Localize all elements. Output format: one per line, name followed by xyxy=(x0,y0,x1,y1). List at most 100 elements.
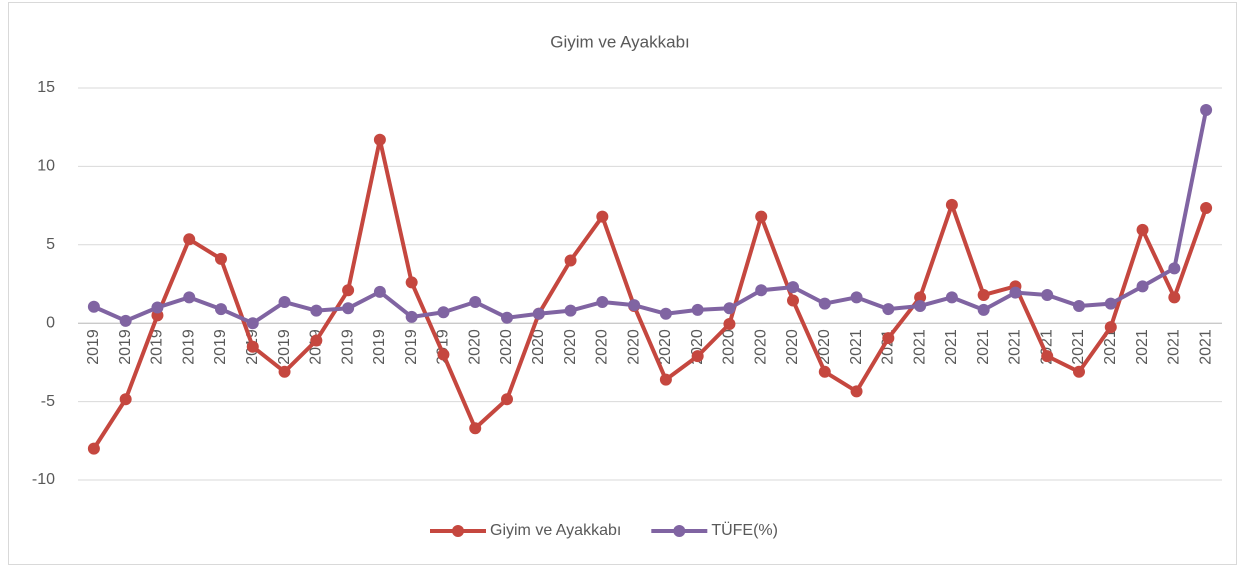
x-tick-label: 2019 xyxy=(212,329,229,365)
x-tick-label: 2020 xyxy=(657,329,674,365)
x-tick-label: 2019 xyxy=(85,329,102,365)
data-point xyxy=(183,233,196,246)
x-tick-label: 2021 xyxy=(848,329,865,365)
data-point xyxy=(945,291,958,304)
data-point xyxy=(405,310,418,323)
data-point xyxy=(787,281,799,294)
x-tick-label: 2021 xyxy=(1102,329,1119,365)
legend-marker xyxy=(452,525,464,537)
data-point xyxy=(691,303,704,316)
data-point xyxy=(278,365,291,378)
x-tick-label: 2020 xyxy=(721,329,738,365)
series-line xyxy=(92,137,1208,450)
data-point xyxy=(787,294,799,307)
legend-label: TÜFE(%) xyxy=(711,521,778,539)
y-tick-label: -10 xyxy=(32,471,55,488)
data-point xyxy=(1136,280,1149,293)
data-point xyxy=(469,422,482,435)
y-tick-label: 15 xyxy=(37,79,55,96)
data-point xyxy=(691,350,704,363)
data-point xyxy=(945,198,958,211)
data-point xyxy=(246,340,259,353)
data-point xyxy=(596,296,609,309)
data-point xyxy=(755,210,768,223)
x-tick-label: 2020 xyxy=(562,329,579,365)
data-point xyxy=(1168,262,1181,275)
x-tick-label: 2020 xyxy=(625,329,642,365)
data-point xyxy=(850,291,863,304)
x-tick-label: 2020 xyxy=(752,329,769,365)
y-tick-label: 0 xyxy=(46,314,55,331)
legend-label: Giyim ve Ayakkabı xyxy=(490,522,621,539)
x-tick-label: 2019 xyxy=(403,329,420,365)
data-point xyxy=(87,442,100,455)
data-point xyxy=(1073,365,1085,378)
data-point xyxy=(405,276,418,289)
x-tick-label: 2021 xyxy=(975,329,992,365)
data-point xyxy=(564,254,577,267)
data-point xyxy=(342,302,355,315)
data-point xyxy=(119,393,132,406)
data-point xyxy=(501,311,513,324)
data-point xyxy=(628,299,641,312)
data-point xyxy=(977,288,990,301)
data-point xyxy=(310,304,323,317)
data-point xyxy=(1136,223,1149,236)
data-point xyxy=(850,385,863,398)
x-tick-label: 2021 xyxy=(911,329,928,365)
data-point xyxy=(215,252,227,265)
x-tick-label: 2019 xyxy=(371,329,388,365)
x-tick-label: 2020 xyxy=(466,329,483,365)
data-point xyxy=(532,307,545,320)
legend-marker xyxy=(673,525,686,537)
data-point xyxy=(755,284,768,297)
data-point xyxy=(659,307,672,320)
x-tick-label: 2020 xyxy=(498,329,515,365)
x-tick-label: 2019 xyxy=(339,329,356,365)
data-point xyxy=(437,306,450,319)
x-tick-label: 2021 xyxy=(1197,329,1214,365)
y-tick-label: 5 xyxy=(46,236,55,253)
data-point xyxy=(1104,321,1117,334)
x-tick-label: 2020 xyxy=(816,329,833,365)
x-tick-label: 2020 xyxy=(594,329,611,365)
data-point xyxy=(501,393,513,406)
y-tick-label: 10 xyxy=(37,158,55,175)
data-point xyxy=(914,299,927,312)
data-point xyxy=(437,348,450,361)
data-point xyxy=(1073,299,1085,312)
data-point xyxy=(151,301,164,314)
x-tick-label: 2021 xyxy=(943,329,960,365)
data-point xyxy=(87,300,100,313)
x-tick-label: 2021 xyxy=(1166,329,1183,365)
data-point xyxy=(882,332,895,345)
data-point xyxy=(1200,103,1213,116)
data-point xyxy=(246,317,259,330)
data-point xyxy=(882,303,895,316)
data-point xyxy=(373,133,386,146)
data-point xyxy=(1168,291,1181,304)
x-tick-label: 2019 xyxy=(276,329,293,365)
data-point xyxy=(119,314,132,327)
data-point xyxy=(1009,286,1022,299)
y-tick-label: -5 xyxy=(41,393,55,410)
data-point xyxy=(342,284,355,297)
data-point xyxy=(373,285,386,298)
x-tick-label: 2019 xyxy=(149,329,166,365)
data-point xyxy=(1200,201,1213,214)
x-tick-label: 2021 xyxy=(1007,329,1024,365)
x-tick-label: 2020 xyxy=(530,329,547,365)
data-point xyxy=(469,296,482,309)
data-point xyxy=(596,210,609,223)
chart-title: Giyim ve Ayakkabı xyxy=(550,32,690,51)
data-point xyxy=(310,334,323,347)
data-point xyxy=(1041,350,1054,363)
data-point xyxy=(914,291,927,304)
chart-border xyxy=(8,2,1237,565)
data-point xyxy=(723,302,736,315)
data-point xyxy=(977,303,990,316)
data-point xyxy=(1104,297,1117,310)
x-tick-label: 2019 xyxy=(117,329,134,365)
x-tick-label: 2021 xyxy=(1134,329,1151,365)
